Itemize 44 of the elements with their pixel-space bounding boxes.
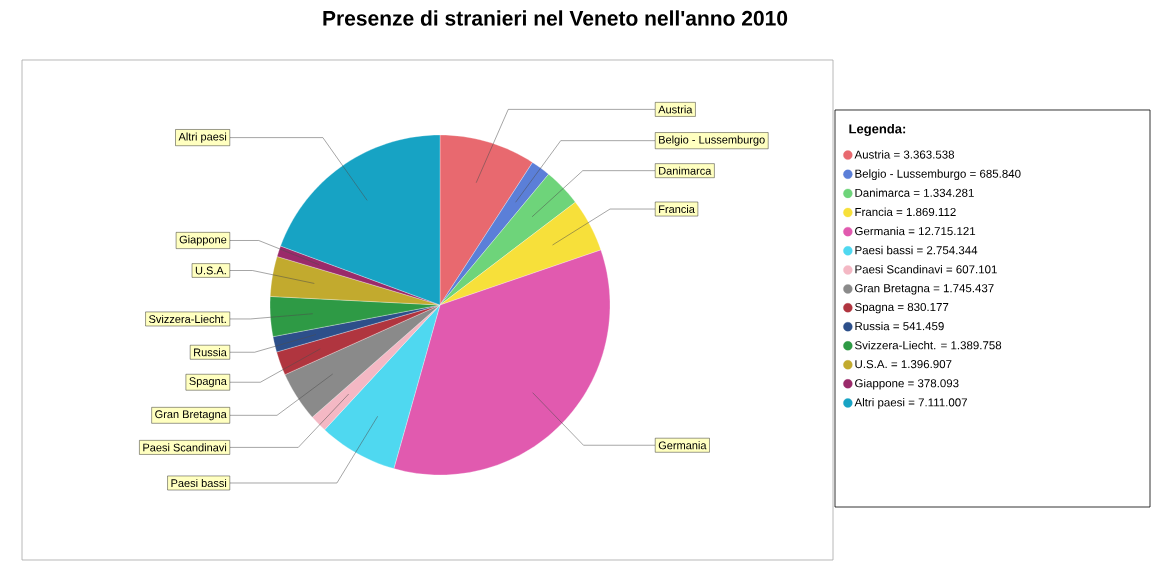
data-label: = 7.111.007 <box>908 398 967 407</box>
slice-label: Altri paesi <box>178 132 227 143</box>
slice-label: Germania <box>658 441 707 450</box>
data-label: = 685.840 <box>970 169 1021 178</box>
slice-label: Svizzera-Liecht. <box>149 314 226 323</box>
slice-label: Paesi Scandinavi <box>143 443 227 452</box>
legend-label: Russia <box>855 321 890 331</box>
legend-label: Gran Bretagna <box>855 284 930 295</box>
legend-label: Belgio - Lussemburgo <box>855 169 966 181</box>
legend-title: Legenda: <box>849 123 906 137</box>
slice-label: Danimarca <box>659 166 712 175</box>
slice-label: Russia <box>194 348 227 357</box>
data-label: = 607.101 <box>946 265 997 274</box>
legend-label: Germania <box>855 226 905 236</box>
data-label: = 378.093 <box>908 379 959 388</box>
slice-label: Austria <box>658 105 693 114</box>
legend-label: Spagna <box>855 302 895 314</box>
data-label: = 541.459 <box>893 322 944 331</box>
slice-label: U.S.A. <box>195 266 226 275</box>
data-label: = 3.363.538 <box>894 150 955 159</box>
data-label: = 2.754.344 <box>917 246 978 255</box>
data-label: = 12.715.121 <box>908 227 976 236</box>
legend-label: Danimarca <box>855 188 911 197</box>
legend-label: Svizzera-Liecht. <box>855 340 936 350</box>
legend-label: U.S.A. <box>855 360 887 369</box>
data-label: = 1.745.437 <box>933 284 994 293</box>
data-label: = 1.389.758 <box>941 341 1002 350</box>
slice-label: Francia <box>659 205 695 214</box>
legend-label: Paesi Scandinavi <box>855 265 942 274</box>
slice-label: Giappone <box>179 235 227 246</box>
legend-label: Giappone <box>855 378 904 390</box>
legend-label: Austria <box>854 150 891 159</box>
legend-label: Francia <box>855 207 893 217</box>
slice-label: Gran Bretagna <box>155 410 227 421</box>
data-label: = 830.177 <box>897 302 949 312</box>
data-label: = 1.396.907 <box>891 360 952 369</box>
chart-title: Presenze di stranieri nel Veneto nell'anno 2010 <box>323 10 788 26</box>
legend-label: Altri paesi <box>854 398 905 409</box>
slice-label: Paesi bassi <box>171 478 227 488</box>
slice-label: Spagna <box>189 377 227 388</box>
data-label: = 1.869.112 <box>896 207 956 217</box>
slice-label: Belgio - Lussemburgo <box>659 135 765 146</box>
legend-label: Paesi bassi <box>855 245 913 255</box>
data-label: = 1.334.281 <box>913 188 974 197</box>
